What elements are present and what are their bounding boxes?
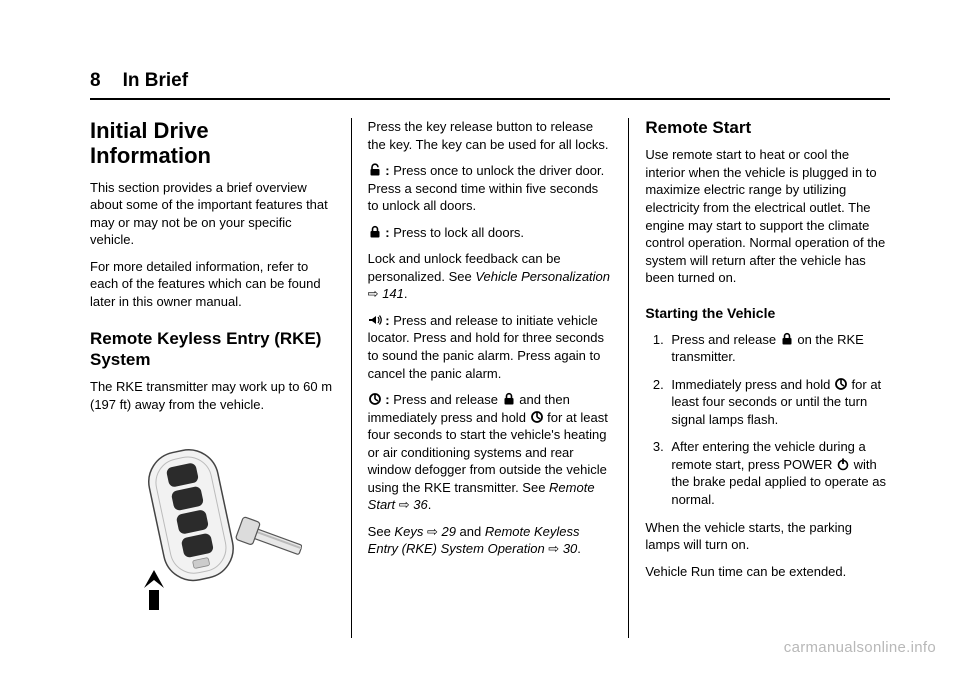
page: 8 In Brief Initial Drive Information Thi…: [0, 0, 960, 678]
step-2: Immediately press and hold for at least …: [667, 376, 890, 429]
step-3: After entering the vehicle during a remo…: [667, 438, 890, 508]
arrow-icon: ⇨: [368, 286, 379, 301]
column-2: Press the key release button to release …: [351, 118, 629, 638]
xref-page: 141: [379, 286, 404, 301]
text: and: [456, 524, 485, 539]
xref: Vehicle Personalization: [475, 269, 610, 284]
para: This section provides a brief overview a…: [90, 179, 335, 249]
section-title: In Brief: [123, 70, 188, 92]
para: When the vehicle starts, the parking lam…: [645, 519, 890, 554]
power-icon: [836, 457, 850, 471]
keyfob-illustration: [90, 430, 335, 638]
heading-remote-start: Remote Start: [645, 118, 890, 138]
lock-icon: [780, 332, 794, 346]
lock-icon: [502, 392, 516, 406]
arrow-icon: ⇨: [399, 497, 410, 512]
para: For more detailed information, refer to …: [90, 258, 335, 311]
xref-page: 29: [438, 524, 456, 539]
column-3: Remote Start Use remote start to heat or…: [628, 118, 890, 638]
para-unlock: : Press once to unlock the driver door. …: [368, 162, 613, 215]
text: Press and release: [390, 392, 502, 407]
para: The RKE transmitter may work up to 60 m …: [90, 378, 335, 413]
heading-rke: Remote Keyless Entry (RKE) System: [90, 329, 335, 370]
text: See: [368, 524, 395, 539]
para: Vehicle Run time can be extended.: [645, 563, 890, 581]
lock-icon: [368, 225, 382, 239]
para-remote-start: : Press and release and then immediately…: [368, 391, 613, 514]
text: Immediately press and hold: [671, 377, 834, 392]
heading-starting: Starting the Vehicle: [645, 304, 890, 323]
para: Use remote start to heat or cool the int…: [645, 146, 890, 286]
steps-list: Press and release on the RKE transmitter…: [645, 331, 890, 519]
xref: Keys: [394, 524, 423, 539]
text: Press and release to initiate vehicle lo…: [368, 313, 604, 381]
arrow-icon: ⇨: [427, 524, 438, 539]
horn-icon: [368, 313, 382, 327]
page-header: 8 In Brief: [90, 70, 890, 100]
para-lock: : Press to lock all doors.: [368, 224, 613, 242]
para-panic: : Press and release to initiate vehicle …: [368, 312, 613, 382]
watermark: carmanualsonline.info: [784, 639, 936, 656]
text: Press once to unlock the driver door. Pr…: [368, 163, 605, 213]
para-see: See Keys ⇨ 29 and Remote Keyless Entry (…: [368, 523, 613, 558]
arrow-icon: ⇨: [548, 541, 559, 556]
step-1: Press and release on the RKE transmitter…: [667, 331, 890, 366]
heading-initial-drive: Initial Drive Information: [90, 118, 335, 169]
xref-page: 30: [559, 541, 577, 556]
xref-page: 36: [410, 497, 428, 512]
columns: Initial Drive Information This section p…: [90, 118, 890, 638]
column-1: Initial Drive Information This section p…: [90, 118, 351, 638]
text: Press to lock all doors.: [390, 225, 524, 240]
remote-start-icon: [368, 392, 382, 406]
para-personalize: Lock and unlock feedback can be personal…: [368, 250, 613, 303]
page-number: 8: [90, 70, 101, 92]
text: Press and release: [671, 332, 779, 347]
remote-start-icon: [834, 377, 848, 391]
remote-start-icon: [530, 410, 544, 424]
unlock-icon: [368, 163, 382, 177]
para: Press the key release button to release …: [368, 118, 613, 153]
